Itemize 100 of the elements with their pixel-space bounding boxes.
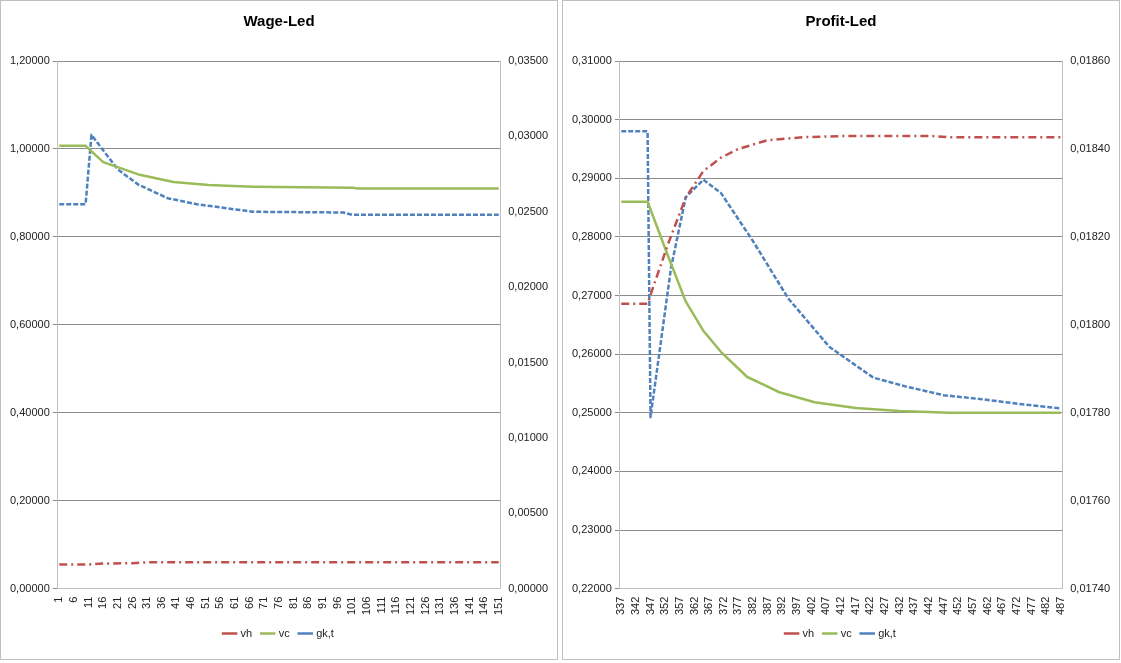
x-tick-label: 96	[330, 596, 343, 609]
y2-tick-label: 0,00000	[508, 581, 548, 594]
chart-title: Wage-Led	[243, 12, 315, 30]
x-tick-label: 101	[345, 596, 358, 616]
y-tick-label: 1,00000	[10, 141, 50, 154]
y2-tick-label: 0,01860	[1070, 54, 1110, 67]
x-tick-label: 136	[447, 596, 460, 616]
legend-label: vh	[240, 626, 253, 639]
x-tick-label: 482	[1039, 596, 1052, 616]
y2-tick-label: 0,01800	[1070, 317, 1110, 330]
x-tick-label: 337	[614, 596, 627, 616]
y2-tick-label: 0,03500	[508, 54, 548, 67]
x-tick-label: 111	[374, 596, 387, 614]
y2-tick-label: 0,01840	[1070, 141, 1110, 154]
x-tick-label: 1	[52, 596, 65, 603]
y2-tick-label: 0,00500	[508, 506, 548, 519]
y-tick-label: 0,40000	[10, 405, 50, 418]
x-tick-label: 352	[658, 596, 671, 616]
y-tick-label: 0,27000	[572, 288, 612, 301]
x-tick-label: 116	[389, 596, 402, 615]
y-tick-label: 0,29000	[572, 171, 612, 184]
x-tick-label: 141	[462, 596, 475, 616]
y-tick-label: 0,22000	[572, 581, 612, 594]
x-tick-label: 367	[702, 596, 715, 616]
y2-tick-label: 0,01500	[508, 355, 548, 368]
x-tick-label: 462	[980, 596, 993, 616]
y-tick-label: 0,23000	[572, 523, 612, 536]
y2-tick-label: 0,01780	[1070, 405, 1110, 418]
x-tick-label: 437	[907, 596, 920, 616]
x-tick-label: 41	[169, 596, 182, 609]
chart-title: Profit-Led	[805, 12, 877, 30]
x-tick-label: 56	[213, 596, 226, 609]
x-tick-label: 11	[81, 596, 94, 609]
y-tick-label: 0,20000	[10, 493, 50, 506]
y-tick-label: 0,00000	[10, 581, 50, 594]
x-tick-label: 382	[746, 596, 759, 616]
x-tick-label: 452	[951, 596, 964, 616]
x-tick-label: 91	[315, 596, 328, 609]
x-tick-label: 407	[819, 596, 832, 616]
x-tick-label: 377	[731, 596, 744, 616]
x-tick-label: 46	[184, 596, 197, 609]
y-tick-label: 0,26000	[572, 347, 612, 360]
x-tick-label: 6	[66, 596, 79, 603]
x-tick-label: 81	[286, 596, 299, 609]
x-tick-label: 86	[301, 596, 314, 609]
y-tick-label: 0,80000	[10, 229, 50, 242]
x-tick-label: 342	[628, 596, 641, 616]
x-tick-label: 16	[96, 596, 109, 609]
legend-label: vc	[840, 626, 853, 639]
x-tick-label: 126	[418, 596, 431, 616]
legend-label: gk,t	[878, 626, 896, 639]
x-tick-label: 412	[834, 596, 847, 616]
x-tick-label: 447	[936, 596, 949, 616]
y-tick-label: 1,20000	[10, 54, 50, 67]
x-tick-label: 106	[359, 596, 372, 616]
x-tick-label: 151	[491, 596, 504, 616]
x-tick-label: 402	[804, 596, 817, 616]
x-tick-label: 372	[716, 596, 729, 616]
legend-label: vc	[278, 626, 291, 639]
x-tick-label: 422	[863, 596, 876, 616]
x-tick-label: 121	[403, 596, 416, 616]
x-tick-label: 31	[140, 596, 153, 609]
y2-tick-label: 0,02500	[508, 204, 548, 217]
legend-label: gk,t	[316, 626, 334, 639]
x-tick-label: 432	[892, 596, 905, 616]
x-tick-label: 146	[477, 596, 490, 616]
y2-tick-label: 0,03000	[508, 129, 548, 142]
x-tick-label: 36	[154, 596, 167, 609]
y2-tick-label: 0,01820	[1070, 229, 1110, 242]
x-tick-label: 71	[257, 596, 270, 609]
y-tick-label: 0,25000	[572, 405, 612, 418]
x-tick-label: 472	[1009, 596, 1022, 616]
y2-tick-label: 0,02000	[508, 280, 548, 293]
legend-label: vh	[802, 626, 815, 639]
x-tick-label: 477	[1024, 596, 1037, 616]
x-tick-label: 442	[921, 596, 934, 616]
y2-tick-label: 0,01740	[1070, 581, 1110, 594]
x-tick-label: 26	[125, 596, 138, 609]
y-tick-label: 0,60000	[10, 317, 50, 330]
x-tick-label: 397	[790, 596, 803, 616]
x-tick-label: 131	[433, 596, 446, 616]
y-tick-label: 0,30000	[572, 112, 612, 125]
x-tick-label: 347	[643, 596, 656, 616]
x-tick-label: 21	[110, 596, 123, 609]
x-tick-label: 362	[687, 596, 700, 616]
x-tick-label: 457	[965, 596, 978, 616]
x-tick-label: 357	[672, 596, 685, 616]
x-tick-label: 392	[775, 596, 788, 616]
x-tick-label: 51	[198, 596, 211, 609]
y-tick-label: 0,24000	[572, 464, 612, 477]
x-tick-label: 61	[228, 596, 241, 609]
x-tick-label: 417	[848, 596, 861, 616]
y2-tick-label: 0,01000	[508, 430, 548, 443]
y-tick-label: 0,31000	[572, 54, 612, 67]
y-tick-label: 0,28000	[572, 229, 612, 242]
x-tick-label: 427	[877, 596, 890, 616]
x-tick-label: 76	[272, 596, 285, 609]
x-tick-label: 467	[995, 596, 1008, 616]
x-tick-label: 387	[760, 596, 773, 616]
x-tick-label: 66	[242, 596, 255, 609]
